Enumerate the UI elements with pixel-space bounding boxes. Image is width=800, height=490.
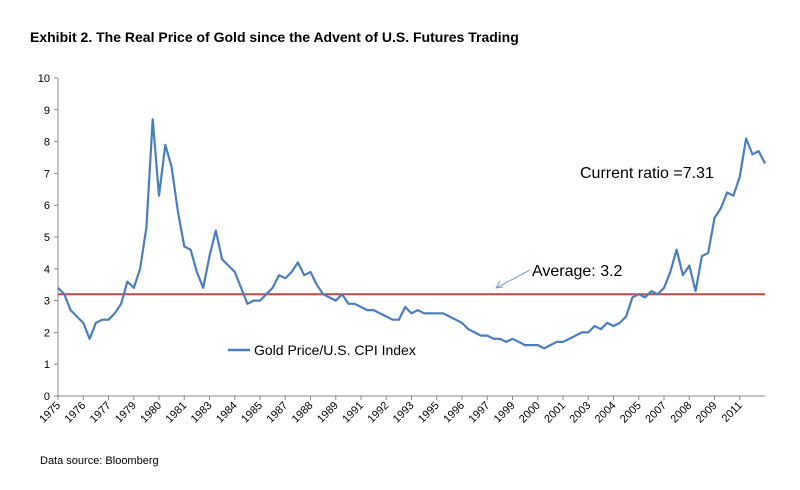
x-tick-label: 1999	[492, 400, 518, 426]
x-tick-label: 1984	[214, 400, 240, 426]
x-tick-label: 1988	[290, 400, 316, 426]
x-tick-label: 1976	[63, 400, 89, 426]
x-tick-label: 1995	[416, 400, 442, 426]
y-tick-label: 4	[44, 264, 50, 276]
reference-label: Average: 3.2	[532, 263, 623, 280]
x-tick-label: 1991	[340, 400, 366, 426]
x-tick-label: 1980	[138, 400, 164, 426]
x-tick-label: 2011	[720, 400, 745, 425]
x-tick-label: 1997	[467, 400, 493, 426]
annotation-arrow	[495, 269, 531, 289]
x-tick-label: 2000	[517, 400, 543, 426]
source-note: Data source: Bloomberg	[40, 455, 159, 467]
x-tick-label: 1987	[265, 400, 291, 426]
x-tick-label: 2004	[593, 400, 619, 426]
y-tick-label: 8	[44, 137, 50, 149]
y-tick-label: 3	[44, 296, 50, 308]
data-line	[57, 118, 766, 350]
x-tick-label: 1996	[441, 400, 467, 426]
y-tick-label: 6	[44, 200, 50, 212]
legend-label: Gold Price/U.S. CPI Index	[254, 342, 416, 358]
annotation-arrowhead	[495, 280, 504, 289]
x-tick-label: 1992	[366, 400, 392, 426]
y-tick-label: 0	[44, 391, 50, 403]
x-tick-label: 1977	[88, 400, 114, 426]
x-tick-label: 2001	[542, 400, 568, 426]
x-tick-label: 2007	[643, 400, 669, 426]
x-tick-label: 2005	[618, 400, 644, 426]
x-tick-label: 1989	[315, 400, 341, 426]
x-tick-label: 1983	[189, 400, 215, 426]
x-tick-label: 1981	[164, 400, 190, 426]
x-tick-label: 2003	[568, 400, 594, 426]
y-tick-label: 9	[44, 105, 50, 117]
chart-title: Exhibit 2. The Real Price of Gold since …	[30, 29, 519, 45]
x-tick-label: 1985	[239, 400, 265, 426]
y-tick-label: 2	[44, 327, 50, 339]
y-tick-label: 5	[44, 232, 50, 244]
x-tick-label: 2008	[669, 400, 695, 426]
x-tick-label: 1979	[113, 400, 139, 426]
x-tick-label: 2009	[694, 400, 720, 426]
y-tick-label: 10	[38, 73, 50, 85]
x-tick-label: 1993	[391, 400, 417, 426]
annotation: Current ratio =7.31	[580, 165, 714, 182]
y-tick-label: 1	[44, 359, 50, 371]
x-tick-label: 1975	[37, 400, 63, 426]
y-tick-label: 7	[44, 168, 50, 180]
